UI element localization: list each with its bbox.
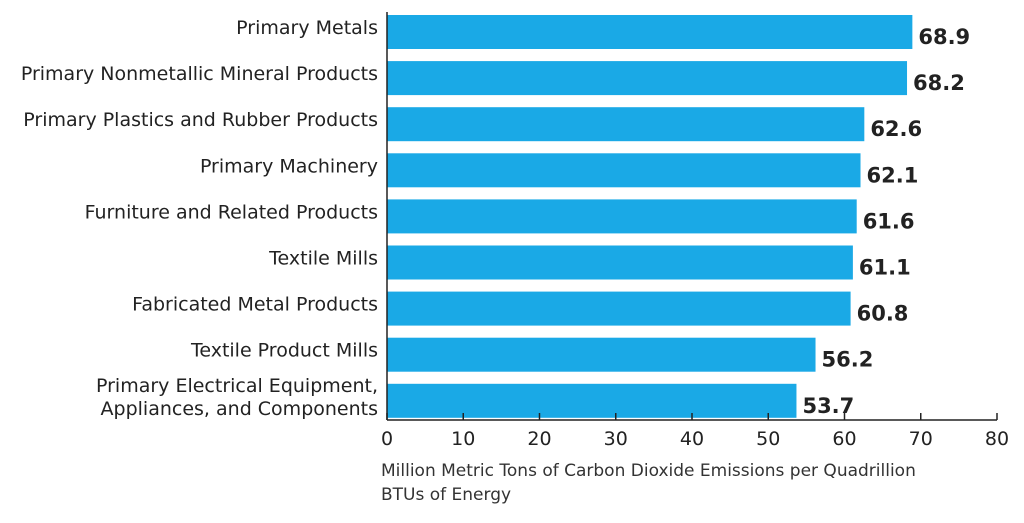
x-tick-label: 10 — [451, 428, 475, 450]
x-tick-label: 70 — [909, 428, 933, 450]
x-tick-label: 60 — [832, 428, 856, 450]
data-label: 68.9 — [918, 25, 970, 49]
bar — [387, 199, 857, 234]
category-label: Primary Nonmetallic Mineral Products — [21, 63, 378, 85]
bar — [387, 107, 865, 142]
x-tick-label: 40 — [680, 428, 704, 450]
bar — [387, 61, 908, 96]
category-label: Textile Mills — [268, 248, 378, 270]
category-label: Primary Metals — [236, 17, 378, 39]
bar — [387, 383, 797, 418]
category-label: Primary Plastics and Rubber Products — [23, 109, 378, 131]
data-label: 60.8 — [857, 302, 909, 326]
data-label: 53.7 — [802, 394, 854, 418]
bar — [387, 153, 861, 188]
data-label: 61.6 — [863, 209, 915, 233]
bar — [387, 337, 816, 372]
data-label: 68.2 — [913, 71, 965, 95]
category-label: Primary Electrical Equipment, — [96, 375, 378, 397]
x-tick-label: 50 — [756, 428, 780, 450]
category-label: Fabricated Metal Products — [132, 294, 378, 316]
x-axis-title: BTUs of Energy — [381, 485, 511, 505]
category-label: Textile Product Mills — [190, 340, 378, 362]
data-label: 56.2 — [822, 348, 874, 372]
bar — [387, 15, 913, 49]
category-label: Primary Machinery — [200, 155, 378, 177]
x-tick-label: 30 — [604, 428, 628, 450]
x-tick-label: 80 — [985, 428, 1009, 450]
bar — [387, 245, 853, 280]
category-label: Appliances, and Components — [101, 398, 378, 420]
data-label: 62.6 — [870, 117, 922, 141]
category-label: Furniture and Related Products — [85, 201, 378, 223]
x-tick-label: 20 — [527, 428, 551, 450]
x-axis-title: Million Metric Tons of Carbon Dioxide Em… — [381, 461, 916, 481]
bar — [387, 291, 851, 326]
x-tick-label: 0 — [381, 428, 393, 450]
data-label: 62.1 — [867, 163, 919, 187]
data-label: 61.1 — [859, 256, 911, 280]
